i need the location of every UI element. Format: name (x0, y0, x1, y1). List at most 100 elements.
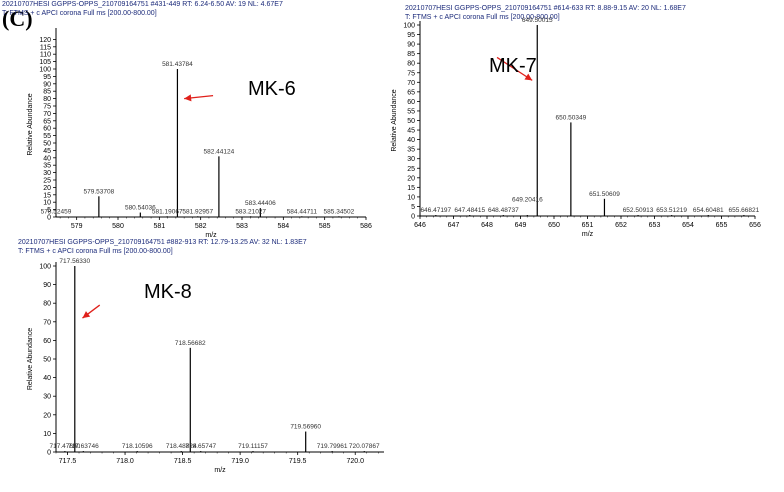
spectrum-1-y-tick-label: 115 (40, 44, 51, 51)
spectrum-2-y-tick-label: 65 (407, 89, 415, 96)
spectrum-2-y-tick-label: 25 (407, 166, 415, 173)
spectrum-1-peak-label: 581.92957 (182, 208, 213, 215)
spectrum-2-y-tick-label: 60 (407, 99, 415, 106)
spectrum-1-header-line1: 20210707HESI GGPPS-OPPS_210709164751 #43… (2, 1, 283, 8)
spectrum-3-y-tick-label: 100 (39, 264, 51, 271)
spectrum-2-peak-label: 651.50609 (589, 191, 620, 198)
spectrum-3-y-tick-label: 80 (43, 301, 51, 308)
spectrum-3-peak-label: 719.11157 (238, 443, 268, 450)
spectrum-1-x-tick-label: 585 (319, 223, 331, 230)
spectrum-3-peak-label: 719.56960 (290, 424, 321, 431)
spectrum-2-y-axis-label: Relative Abundance (391, 89, 398, 151)
spectrum-1-x-tick-label: 583 (236, 223, 248, 230)
spectrum-3-peak-label: 718.48824 (166, 443, 197, 450)
spectrum-1-peak-label: 582.44124 (204, 148, 235, 155)
spectrum-2-peak-label: 649.20416 (512, 197, 543, 204)
spectrum-1-x-tick-label: 581 (153, 223, 165, 230)
spectrum-2-x-axis-label: m/z (582, 231, 594, 238)
spectrum-2-x-tick-label: 650 (548, 222, 560, 229)
spectrum-2-x-tick-label: 654 (682, 222, 694, 229)
spectrum-3-x-tick-label: 719.0 (231, 458, 249, 465)
spectrum-1-peak-label: 584.44711 (287, 208, 318, 215)
spectrum-2-y-tick-label: 40 (407, 137, 415, 144)
spectrum-2-y-tick-label: 15 (407, 185, 415, 192)
spectrum-3-y-tick-label: 20 (43, 412, 51, 419)
spectrum-1-y-tick-label: 45 (43, 148, 51, 155)
spectrum-1-peak-label: 581.19067 (152, 208, 183, 215)
spectrum-3-x-tick-label: 718.5 (174, 458, 192, 465)
spectrum-1-y-tick-label: 90 (43, 81, 51, 88)
spectrum-3-arrow-head (82, 311, 91, 319)
spectrum-1-y-tick-label: 85 (43, 89, 51, 96)
spectrum-2-x-tick-label: 651 (582, 222, 594, 229)
spectrum-2-peak-label: 649.50015 (522, 17, 553, 24)
spectrum-1-y-tick-label: 20 (43, 185, 51, 192)
spectrum-2-y-tick-label: 30 (407, 156, 415, 163)
spectrum-3-peak-label: 717.63746 (68, 443, 99, 450)
spectrum-1-y-tick-label: 40 (43, 155, 51, 162)
spectrum-1-peak-label: 583.44406 (245, 200, 276, 207)
spectrum-3-peak-label: 718.10596 (122, 443, 153, 450)
spectrum-2-peak-label: 653.51219 (656, 207, 687, 214)
spectrum-2-peak-label: 648.48737 (488, 207, 519, 214)
panel-label: (C) (2, 6, 33, 31)
spectrum-1-y-axis-label: Relative Abundance (27, 93, 34, 155)
spectrum-3-peak-label: 719.79961 (317, 443, 348, 450)
spectrum-1-y-tick-label: 70 (43, 111, 51, 118)
spectrum-1-y-tick-label: 25 (43, 178, 51, 185)
spectrum-1-peak-label: 580.54036 (125, 205, 156, 212)
spectrum-2-arrow-head (524, 73, 533, 81)
spectrum-1-y-tick-label: 55 (43, 133, 51, 140)
spectrum-3-x-axis-label: m/z (214, 467, 226, 474)
spectrum-2-y-tick-label: 90 (407, 42, 415, 49)
spectrum-3-y-axis-label: Relative Abundance (27, 328, 34, 390)
spectrum-2-y-tick-label: 85 (407, 51, 415, 58)
spectrum-3-x-tick-label: 720.0 (346, 458, 364, 465)
spectrum-1-x-tick-label: 584 (277, 223, 289, 230)
spectrum-2-y-tick-label: 55 (407, 108, 415, 115)
spectrum-3-x-tick-label: 718.0 (116, 458, 134, 465)
spectrum-2-peak-label: 647.48415 (454, 207, 485, 214)
spectrum-2-y-tick-label: 10 (407, 194, 415, 201)
spectrum-1-header-line2: T: FTMS + c APCI corona Full ms [200.00-… (2, 10, 157, 17)
spectrum-2-x-tick-label: 653 (649, 222, 661, 229)
spectrum-2-y-tick-label: 80 (407, 61, 415, 68)
spectrum-2-y-tick-label: 75 (407, 70, 415, 77)
spectrum-1-y-tick-label: 75 (43, 104, 51, 111)
spectrum-2-peak-label: 654.60481 (693, 207, 724, 214)
spectrum-1-y-tick-label: 50 (43, 141, 51, 148)
spectrum-1-y-tick-label: 110 (40, 52, 51, 59)
spectrum-1-y-tick-label: 65 (43, 118, 51, 125)
spectrum-3-y-tick-label: 70 (43, 319, 51, 326)
spectrum-2-peak-label: 646.47197 (420, 207, 451, 214)
spectrum-2-x-tick-label: 646 (414, 222, 426, 229)
spectrum-2-y-tick-label: 95 (407, 32, 415, 39)
spectrum-1-peak-label: 585.34502 (324, 208, 355, 215)
annotation-mk6: MK-6 (248, 78, 296, 100)
spectrum-2-y-tick-label: 45 (407, 128, 415, 135)
spectrum-3-y-tick-label: 10 (43, 431, 51, 438)
spectrum-2-y-tick-label: 5 (411, 204, 415, 211)
spectrum-2-peak-label: 652.50913 (623, 207, 654, 214)
spectrum-3-x-tick-label: 717.5 (59, 458, 77, 465)
annotation-mk7: MK-7 (489, 55, 537, 77)
spectrum-2-header-line2: T: FTMS + c APCI corona Full ms [200.00-… (405, 14, 560, 21)
spectrum-3-peak-label: 718.56682 (175, 340, 206, 347)
spectrum-1-peak-label: 581.43784 (162, 61, 193, 68)
spectrum-1-y-tick-label: 100 (39, 67, 51, 74)
spectrum-2-peak-label: 655.66821 (729, 207, 760, 214)
spectrum-2-x-tick-label: 649 (515, 222, 527, 229)
spectrum-3-y-tick-label: 0 (47, 450, 51, 457)
spectrum-1-y-tick-label: 30 (43, 170, 51, 177)
spectrum-1-y-tick-label: 95 (43, 74, 51, 81)
spectrum-1-y-tick-label: 10 (43, 200, 51, 207)
spectrum-1-x-axis-label: m/z (205, 232, 217, 239)
spectrum-2-peak-label: 650.50349 (555, 114, 586, 121)
spectrum-2-y-tick-label: 50 (407, 118, 415, 125)
spectrum-2-header-line1: 20210707HESI GGPPS-OPPS_210709164751 #61… (405, 5, 686, 12)
spectrum-2-y-tick-label: 20 (407, 175, 415, 182)
spectrum-1-x-tick-label: 582 (195, 223, 207, 230)
annotation-mk8: MK-8 (144, 281, 192, 303)
